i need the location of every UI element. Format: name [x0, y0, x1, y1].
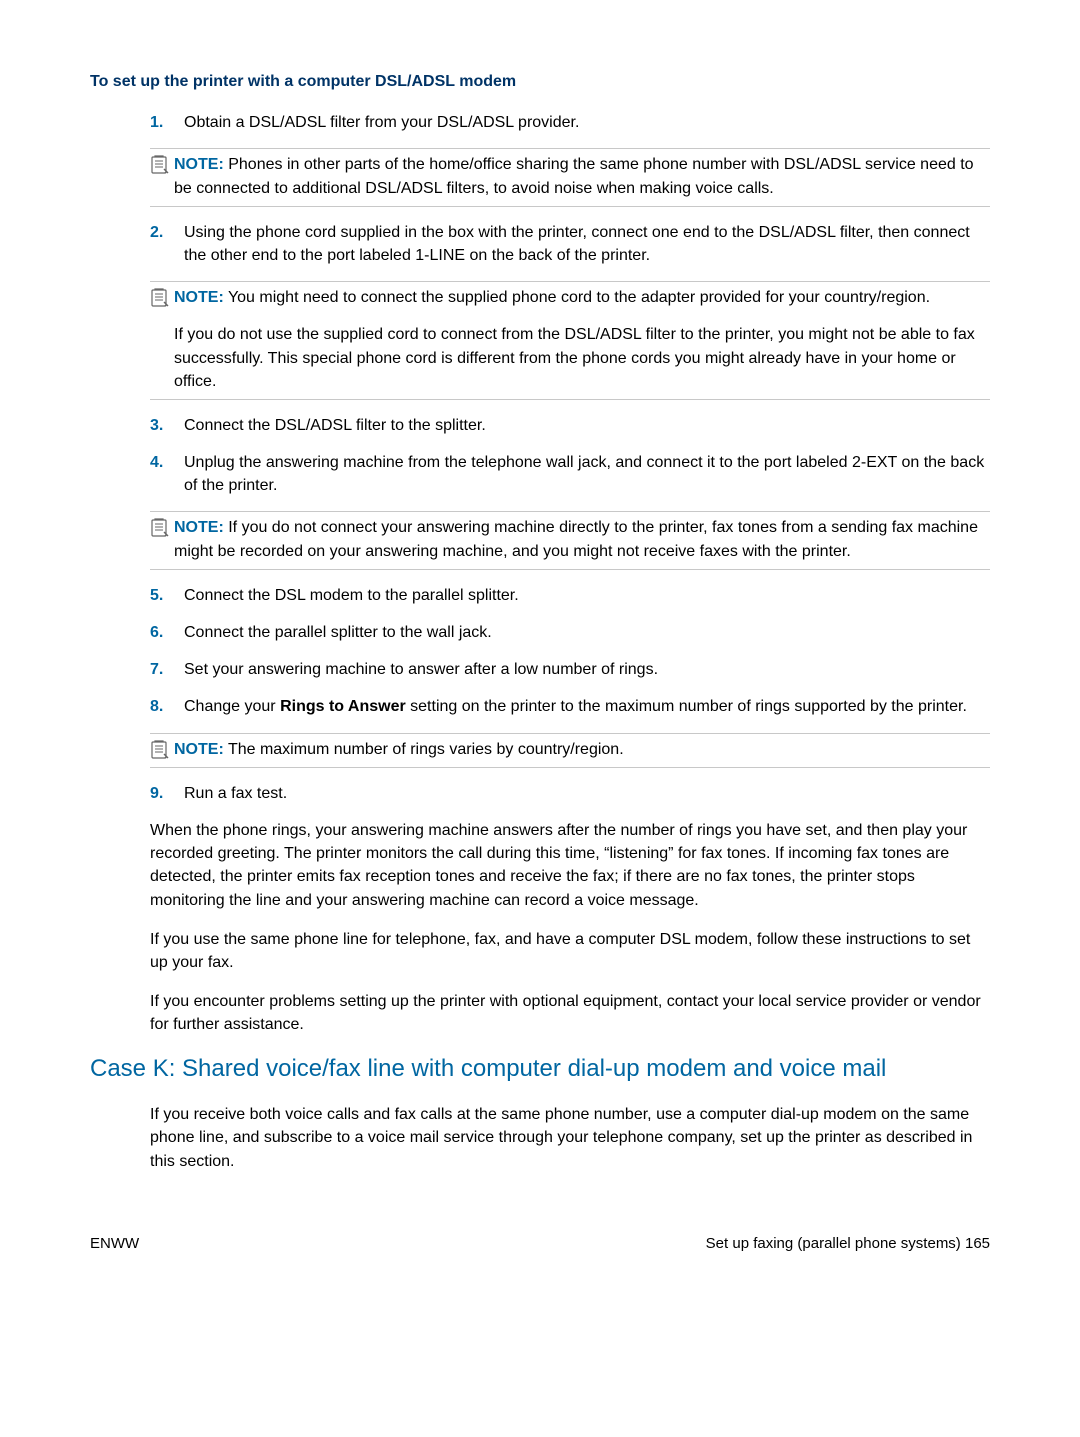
note-4: NOTE: The maximum number of rings varies…	[150, 733, 990, 768]
step-text: Run a fax test.	[184, 782, 990, 805]
footer-left: ENWW	[90, 1233, 139, 1255]
step-8-bold: Rings to Answer	[280, 698, 406, 715]
step-text: Connect the DSL/ADSL filter to the split…	[184, 414, 990, 437]
note-icon	[150, 286, 174, 309]
step-3: 3. Connect the DSL/ADSL filter to the sp…	[150, 414, 990, 437]
step-9: 9. Run a fax test.	[150, 782, 990, 805]
note-icon	[150, 738, 174, 761]
step-4: 4. Unplug the answering machine from the…	[150, 451, 990, 497]
case-k-paragraph: If you receive both voice calls and fax …	[150, 1103, 990, 1173]
footer-right: Set up faxing (parallel phone systems) 1…	[706, 1233, 990, 1255]
note-2: NOTE: You might need to connect the supp…	[150, 281, 990, 400]
step-number: 1.	[150, 111, 184, 134]
note-text: You might need to connect the supplied p…	[224, 289, 930, 306]
note-icon	[150, 153, 174, 199]
step-number: 9.	[150, 782, 184, 805]
step-number: 4.	[150, 451, 184, 497]
case-k-heading: Case K: Shared voice/fax line with compu…	[90, 1052, 990, 1087]
step-5: 5. Connect the DSL modem to the parallel…	[150, 584, 990, 607]
note-label: NOTE:	[174, 289, 224, 306]
step-text: Connect the parallel splitter to the wal…	[184, 621, 990, 644]
step-number: 5.	[150, 584, 184, 607]
step-8-post: setting on the printer to the maximum nu…	[406, 698, 967, 715]
note-label: NOTE:	[174, 156, 224, 173]
note-text: The maximum number of rings varies by co…	[224, 741, 624, 758]
paragraph-3: If you encounter problems setting up the…	[150, 990, 990, 1036]
note-text: If you do not connect your answering mac…	[174, 519, 978, 559]
step-7: 7. Set your answering machine to answer …	[150, 658, 990, 681]
step-number: 8.	[150, 695, 184, 718]
note-icon	[150, 516, 174, 562]
step-text: Connect the DSL modem to the parallel sp…	[184, 584, 990, 607]
step-6: 6. Connect the parallel splitter to the …	[150, 621, 990, 644]
paragraph-1: When the phone rings, your answering mac…	[150, 819, 990, 912]
step-text: Set your answering machine to answer aft…	[184, 658, 990, 681]
note-label: NOTE:	[174, 741, 224, 758]
step-text: Change your Rings to Answer setting on t…	[184, 695, 990, 718]
step-text: Using the phone cord supplied in the box…	[184, 221, 990, 267]
step-1: 1. Obtain a DSL/ADSL filter from your DS…	[150, 111, 990, 134]
paragraph-2: If you use the same phone line for telep…	[150, 928, 990, 974]
step-text: Unplug the answering machine from the te…	[184, 451, 990, 497]
step-8: 8. Change your Rings to Answer setting o…	[150, 695, 990, 718]
step-number: 7.	[150, 658, 184, 681]
note-3: NOTE: If you do not connect your answeri…	[150, 511, 990, 569]
step-8-pre: Change your	[184, 698, 280, 715]
page-footer: ENWW Set up faxing (parallel phone syste…	[90, 1233, 990, 1255]
note-label: NOTE:	[174, 519, 224, 536]
step-number: 6.	[150, 621, 184, 644]
note-followup: If you do not use the supplied cord to c…	[174, 323, 990, 393]
step-number: 2.	[150, 221, 184, 267]
section-heading: To set up the printer with a computer DS…	[90, 70, 990, 93]
step-text: Obtain a DSL/ADSL filter from your DSL/A…	[184, 111, 990, 134]
note-text: Phones in other parts of the home/office…	[174, 156, 974, 196]
step-number: 3.	[150, 414, 184, 437]
step-2: 2. Using the phone cord supplied in the …	[150, 221, 990, 267]
note-1: NOTE: Phones in other parts of the home/…	[150, 148, 990, 206]
